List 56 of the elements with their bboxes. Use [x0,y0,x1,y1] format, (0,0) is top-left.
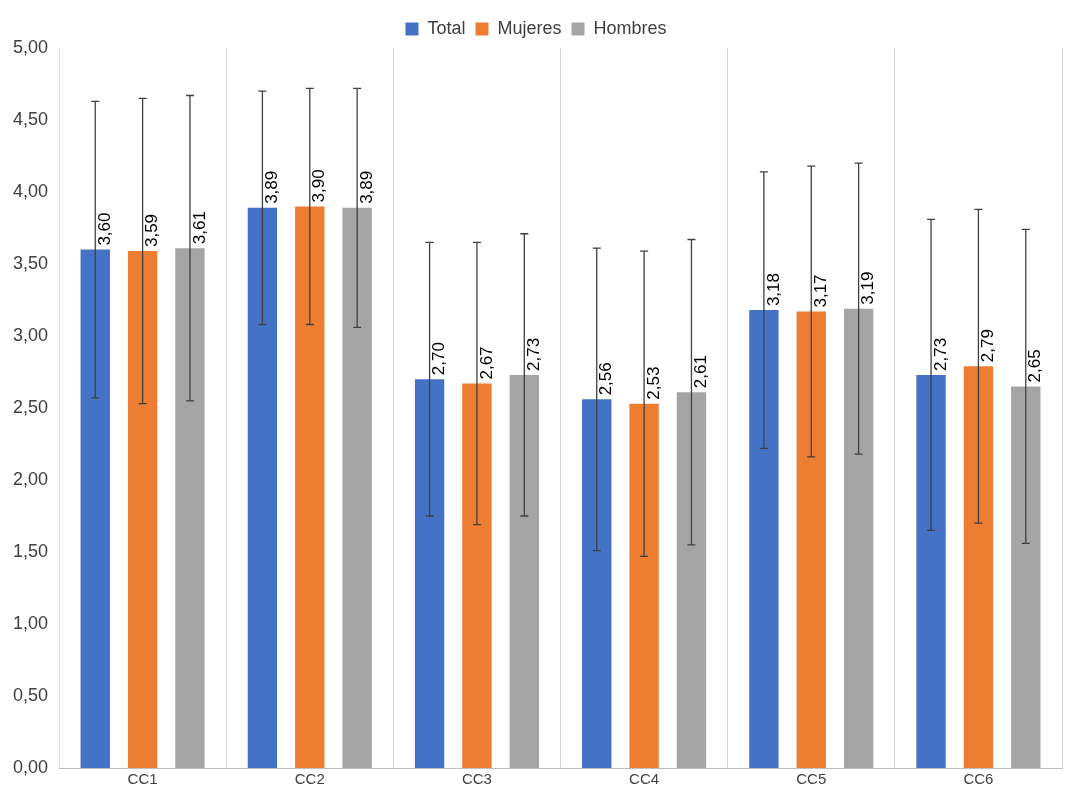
data-label: 2,67 [476,346,496,380]
x-tick-label: CC3 [461,770,492,788]
data-label: 2,65 [1025,349,1045,383]
data-label: 2,53 [643,366,663,400]
bar [414,379,445,768]
y-tick-label: 0,00 [12,756,49,777]
data-label: 3,18 [763,272,783,307]
data-label: 2,73 [523,337,543,371]
data-label: 3,60 [94,212,114,246]
y-tick-label: 4,50 [12,108,49,129]
data-label: 2,56 [596,362,616,396]
data-label: 2,70 [429,342,449,376]
data-label: 2,79 [978,329,998,363]
y-tick-label: 5,00 [12,36,49,57]
data-label: 3,61 [189,211,209,245]
data-label: 3,19 [858,271,878,305]
y-tick-label: 1,00 [12,612,49,633]
y-tick-label: 2,50 [12,396,49,417]
bar [295,206,325,768]
y-tick-label: 3,00 [12,324,49,345]
bar [582,399,612,768]
data-label: 3,90 [309,169,329,203]
bar [916,374,946,768]
x-tick-label: CC1 [127,770,158,788]
bar [629,403,659,768]
legend-label: Hombres [593,17,667,38]
y-tick-label: 4,00 [12,180,49,201]
data-label: 3,59 [142,213,162,248]
bar [80,249,110,768]
x-tick-label: CC4 [629,770,660,788]
y-tick-label: 3,50 [12,252,49,273]
bar [796,311,826,768]
bar [462,383,492,768]
data-label: 2,73 [930,337,950,371]
bar [247,207,278,768]
data-label: 3,89 [262,170,282,204]
bar [843,308,874,768]
x-tick-label: CC5 [796,770,827,788]
y-tick-label: 0,50 [12,684,49,705]
bar [342,207,372,768]
data-label: 3,89 [356,170,376,204]
bar [127,251,158,768]
bar [963,366,994,768]
x-tick-label: CC6 [963,770,994,788]
legend-label: Total [427,17,466,38]
bar [749,310,779,768]
y-tick-label: 2,00 [12,468,49,489]
y-tick-label: 1,50 [12,540,49,561]
bar [1011,386,1041,768]
bar [509,374,539,768]
data-label: 2,61 [691,355,711,389]
bar [175,248,205,768]
x-tick-label: CC2 [294,770,325,788]
legend-label: Mujeres [497,17,562,38]
bar [676,392,707,768]
data-label: 3,17 [810,274,830,308]
